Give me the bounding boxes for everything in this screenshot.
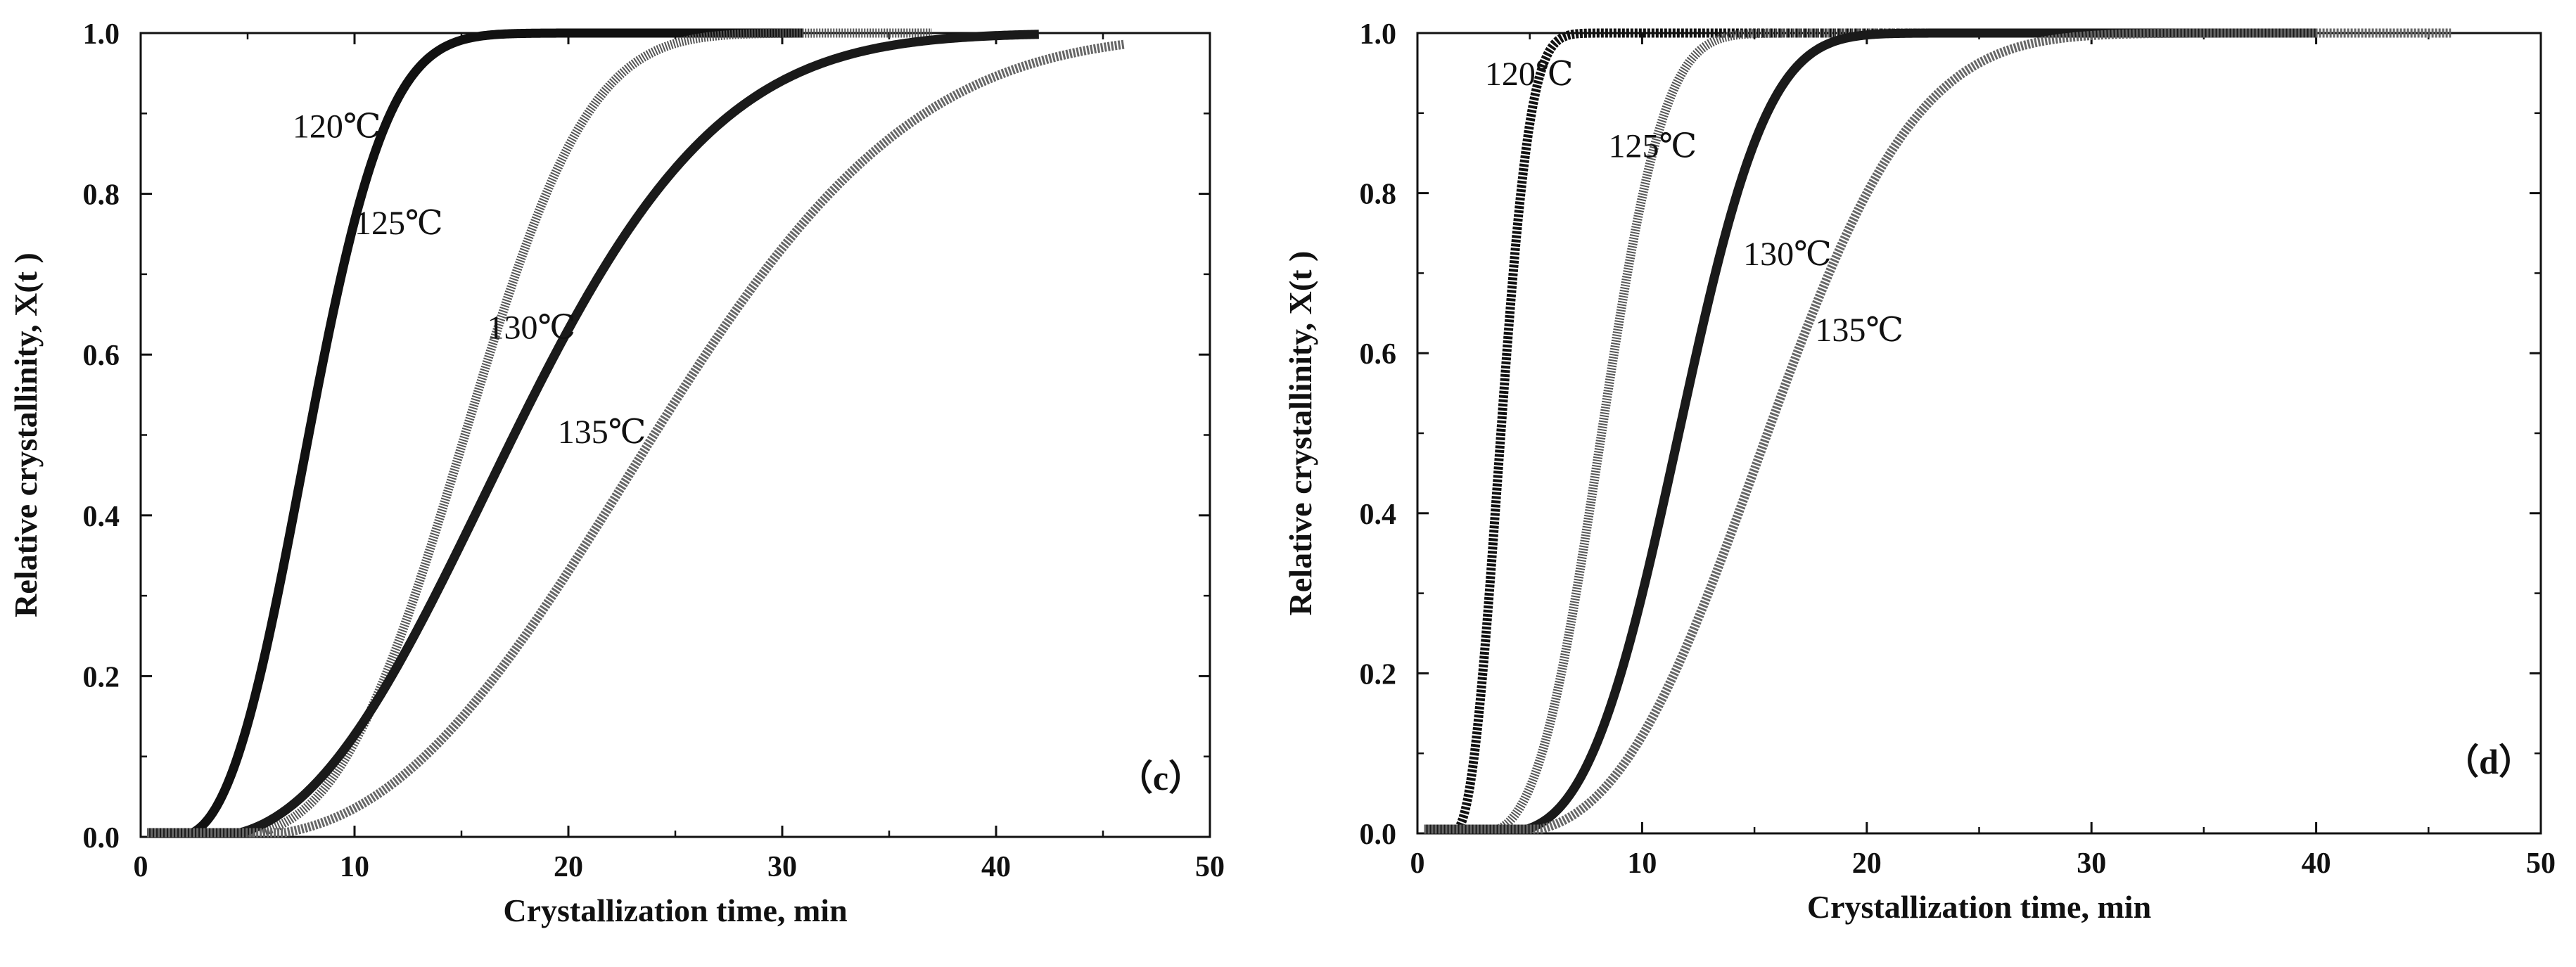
- y-tick-label: 1.0: [1360, 18, 1397, 51]
- x-tick-label: 30: [767, 851, 797, 883]
- y-tick-label: 0.0: [83, 822, 120, 854]
- x-tick-label: 40: [2302, 847, 2331, 880]
- x-tick-label: 10: [340, 851, 369, 883]
- x-tick-label: 20: [1852, 847, 1882, 880]
- series-line-135C: [144, 39, 1128, 838]
- y-tick-label: 0.0: [1360, 819, 1397, 851]
- series-label: 120℃: [293, 108, 381, 146]
- y-tick-label: 0.2: [1360, 658, 1397, 691]
- y-tick-label: 0.4: [1360, 499, 1397, 531]
- panel-label: （c）: [1118, 758, 1204, 798]
- y-axis-title: Relative crystallinity, X(t ): [1282, 251, 1318, 616]
- series-line-130C: [144, 30, 1042, 838]
- x-tick-label: 50: [1195, 851, 1225, 883]
- y-tick-label: 1.0: [83, 18, 120, 51]
- x-tick-label: 40: [981, 851, 1011, 883]
- x-tick-label: 0: [1410, 847, 1425, 880]
- series-label: 135℃: [558, 414, 646, 451]
- series-label: 135℃: [1815, 312, 1904, 349]
- y-tick-label: 0.4: [83, 501, 120, 533]
- y-tick-label: 0.8: [83, 179, 120, 212]
- series-label: 125℃: [355, 205, 443, 242]
- series-line-130C: [1421, 28, 2319, 834]
- x-tick-label: 10: [1627, 847, 1657, 880]
- series-line-125C: [1421, 28, 2230, 834]
- x-tick-label: 30: [2077, 847, 2106, 880]
- y-tick-label: 0.6: [83, 340, 120, 372]
- series-label: 130℃: [487, 309, 575, 346]
- x-axis-title: Crystallization time, min: [1807, 889, 2151, 925]
- x-tick-label: 50: [2526, 847, 2556, 880]
- plot-frame: [1416, 32, 2542, 835]
- y-tick-label: 0.8: [1360, 179, 1397, 211]
- y-tick-label: 0.6: [1360, 338, 1397, 371]
- x-axis-title: Crystallization time, min: [503, 892, 847, 928]
- x-tick-label: 20: [554, 851, 583, 883]
- y-tick-label: 0.2: [83, 661, 120, 693]
- y-axis-title: Relative crystallinity, X(t ): [8, 252, 44, 617]
- series-label: 125℃: [1608, 127, 1697, 165]
- series-line-125C: [144, 28, 936, 838]
- series-label: 130℃: [1743, 236, 1832, 273]
- panel-label: （d）: [2444, 742, 2534, 781]
- plot-frame: [139, 32, 1211, 838]
- series-line-135C: [1422, 28, 2454, 834]
- x-tick-label: 0: [134, 851, 148, 883]
- series-line-120C: [144, 28, 808, 838]
- series-line-120C: [1420, 28, 1983, 834]
- series-label: 120℃: [1485, 56, 1574, 93]
